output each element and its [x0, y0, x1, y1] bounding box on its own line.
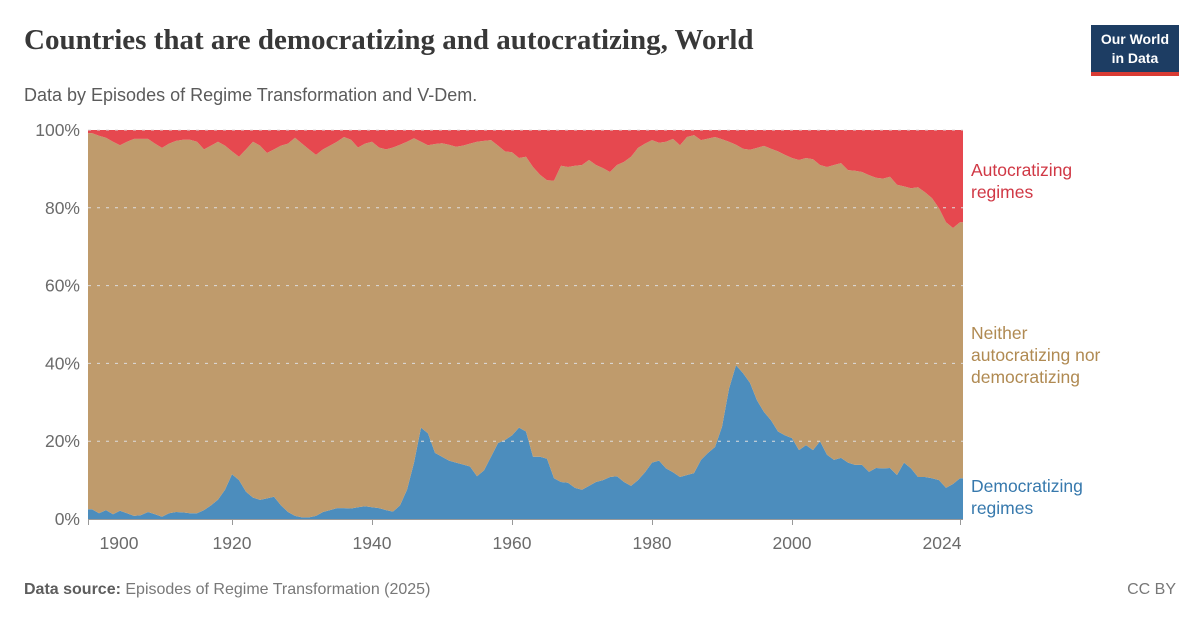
x-axis-label-1920: 1920	[213, 533, 252, 553]
area-democratizing-regimes	[88, 365, 963, 519]
owid-logo-line1: Our World	[1100, 31, 1169, 47]
y-axis-label-40pct: 40%	[45, 353, 80, 373]
legend-neither-autocratizing-nor-democratizing[interactable]: Neither autocratizing nor democratizing	[971, 323, 1101, 387]
page-title: Countries that are democratizing and aut…	[24, 24, 754, 56]
y-axis-label-20pct: 20%	[45, 431, 80, 451]
data-source-line: Data source: Episodes of Regime Transfor…	[24, 581, 430, 599]
owid-logo-line2: in Data	[1111, 50, 1159, 66]
legend-autocratizing-regimes[interactable]: Autocratizing regimes	[971, 160, 1073, 202]
x-axis-label-2000: 2000	[773, 533, 812, 553]
license-badge[interactable]: CC BY	[1127, 581, 1176, 598]
data-source-label: Data source:	[24, 581, 121, 598]
chart-subtitle: Data by Episodes of Regime Transformatio…	[24, 85, 478, 105]
x-axis-label-1900: 1900	[100, 533, 139, 553]
data-source-value: Episodes of Regime Transformation (2025)	[120, 581, 431, 598]
x-axis-label-1940: 1940	[353, 533, 392, 553]
y-axis-label-80pct: 80%	[45, 198, 80, 218]
x-axis-label-2024: 2024	[923, 533, 962, 553]
owid-logo: Our World in Data	[1090, 25, 1179, 76]
legend-democratizing-regimes[interactable]: Democratizing regimes	[971, 476, 1083, 518]
y-axis-label-60pct: 60%	[45, 276, 80, 296]
x-axis-label-1980: 1980	[633, 533, 672, 553]
area-neither-regimes	[88, 133, 963, 518]
area-autocratizing-regimes	[88, 130, 963, 228]
y-axis-label-0pct: 0%	[55, 509, 80, 529]
y-axis-label-100pct: 100%	[35, 120, 80, 140]
x-axis-label-1960: 1960	[493, 533, 532, 553]
